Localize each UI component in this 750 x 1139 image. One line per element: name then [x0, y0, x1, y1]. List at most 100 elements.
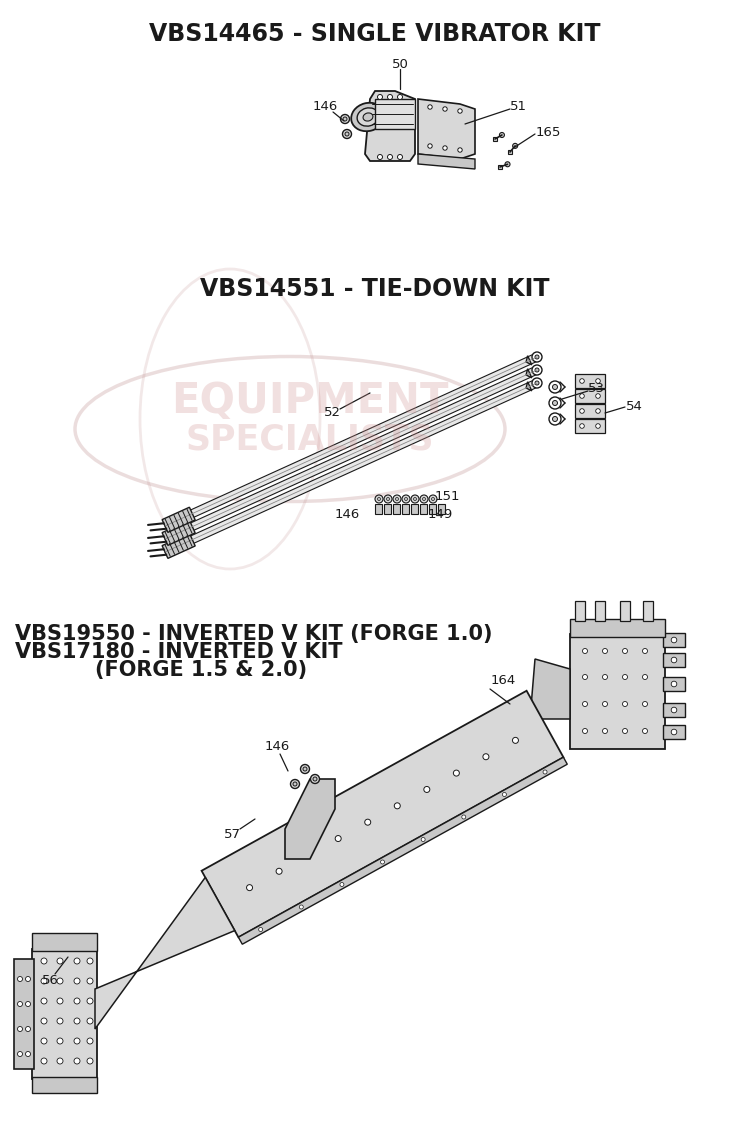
Bar [429, 503, 436, 514]
Circle shape [553, 417, 557, 421]
Circle shape [602, 702, 608, 706]
Circle shape [247, 885, 253, 891]
Bar [575, 601, 585, 621]
Polygon shape [526, 382, 532, 391]
Circle shape [299, 906, 303, 909]
Text: 146: 146 [312, 100, 338, 114]
Circle shape [301, 764, 310, 773]
Circle shape [643, 702, 647, 706]
Circle shape [87, 1058, 93, 1064]
Circle shape [420, 495, 428, 503]
Text: 149: 149 [428, 508, 453, 522]
Circle shape [276, 868, 282, 875]
Circle shape [671, 681, 676, 687]
Circle shape [535, 355, 539, 359]
Circle shape [87, 958, 93, 964]
Circle shape [553, 385, 557, 390]
Text: 53: 53 [587, 383, 604, 395]
Circle shape [74, 998, 80, 1003]
Circle shape [549, 382, 561, 393]
Circle shape [343, 130, 352, 139]
Circle shape [26, 1001, 31, 1007]
Text: 57: 57 [224, 828, 241, 841]
Circle shape [500, 132, 505, 138]
Circle shape [74, 1038, 80, 1044]
Polygon shape [164, 367, 538, 542]
Circle shape [462, 816, 466, 819]
Circle shape [532, 364, 542, 375]
Circle shape [393, 495, 401, 503]
Circle shape [87, 978, 93, 984]
Circle shape [580, 378, 584, 384]
Circle shape [671, 657, 676, 663]
Circle shape [442, 146, 447, 150]
Bar [575, 390, 605, 403]
Circle shape [543, 770, 547, 775]
Polygon shape [162, 507, 195, 532]
Polygon shape [95, 877, 235, 1029]
Bar [575, 404, 605, 418]
Polygon shape [508, 150, 512, 154]
Circle shape [293, 782, 297, 786]
Polygon shape [164, 353, 538, 530]
Bar [32, 949, 97, 1079]
Polygon shape [418, 154, 475, 169]
Circle shape [583, 702, 587, 706]
Bar [663, 633, 685, 647]
Circle shape [643, 648, 647, 654]
Bar [32, 933, 97, 951]
Ellipse shape [357, 108, 379, 126]
Circle shape [429, 495, 437, 503]
Circle shape [532, 352, 542, 362]
Bar [643, 601, 653, 621]
Circle shape [411, 495, 419, 503]
Circle shape [57, 1038, 63, 1044]
Circle shape [74, 1058, 80, 1064]
Text: VBS17180 - INVERTED V KIT: VBS17180 - INVERTED V KIT [15, 642, 343, 662]
Circle shape [422, 498, 425, 500]
Circle shape [340, 883, 344, 886]
Circle shape [303, 767, 307, 771]
Circle shape [580, 409, 584, 413]
Polygon shape [164, 379, 538, 556]
Ellipse shape [351, 103, 385, 131]
Text: VBS14465 - SINGLE VIBRATOR KIT: VBS14465 - SINGLE VIBRATOR KIT [149, 22, 601, 46]
Polygon shape [285, 779, 335, 859]
Circle shape [398, 95, 403, 99]
Circle shape [377, 498, 380, 500]
Circle shape [583, 648, 587, 654]
Circle shape [424, 786, 430, 793]
Circle shape [453, 770, 459, 776]
Circle shape [395, 498, 398, 500]
Circle shape [535, 368, 539, 372]
Circle shape [375, 495, 383, 503]
Bar [570, 634, 665, 749]
Circle shape [343, 117, 347, 121]
Circle shape [26, 1026, 31, 1032]
Bar [663, 677, 685, 691]
Circle shape [41, 1058, 47, 1064]
Circle shape [377, 155, 382, 159]
Circle shape [671, 637, 676, 642]
Text: VBS14551 - TIE-DOWN KIT: VBS14551 - TIE-DOWN KIT [200, 277, 550, 301]
Circle shape [427, 144, 432, 148]
Circle shape [549, 398, 561, 409]
Circle shape [622, 729, 628, 734]
Circle shape [535, 382, 539, 385]
Circle shape [643, 674, 647, 680]
Circle shape [643, 729, 647, 734]
Bar [663, 703, 685, 716]
Circle shape [483, 754, 489, 760]
Bar [575, 419, 605, 433]
Circle shape [87, 1038, 93, 1044]
Bar [420, 503, 427, 514]
Circle shape [26, 976, 31, 982]
Circle shape [513, 144, 517, 148]
Polygon shape [418, 99, 475, 159]
Polygon shape [498, 165, 502, 169]
Circle shape [17, 976, 22, 982]
Circle shape [622, 702, 628, 706]
Bar [384, 503, 391, 514]
Bar [595, 601, 605, 621]
Polygon shape [162, 521, 195, 546]
